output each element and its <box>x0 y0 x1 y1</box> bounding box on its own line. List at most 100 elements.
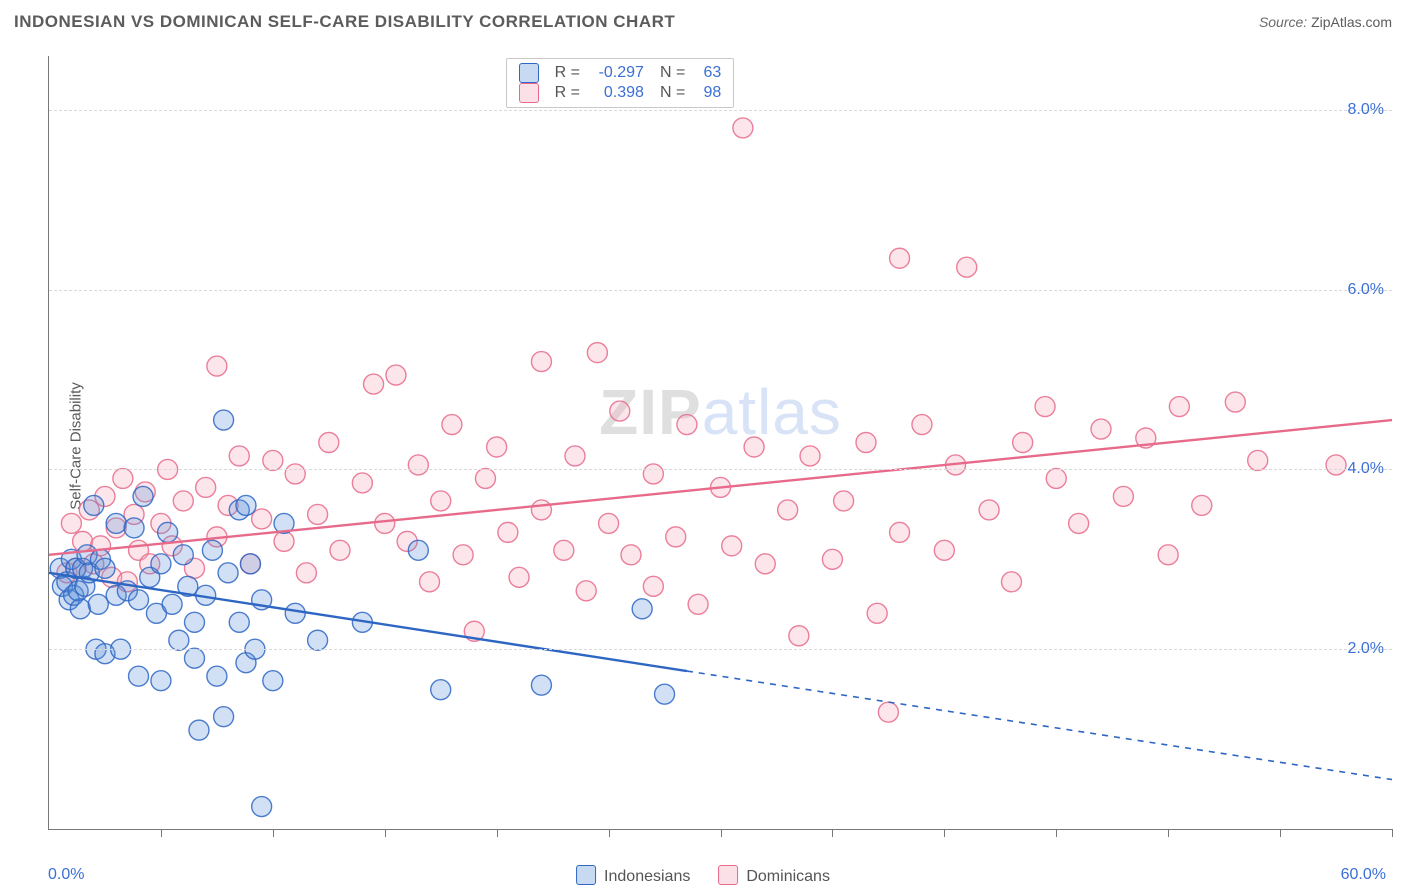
data-point-indonesians <box>655 684 675 704</box>
x-tick <box>1056 829 1057 837</box>
data-point-dominicans <box>867 603 887 623</box>
data-point-dominicans <box>475 468 495 488</box>
data-point-dominicans <box>364 374 384 394</box>
data-point-dominicans <box>1091 419 1111 439</box>
legend-r-value: -0.297 <box>588 64 644 82</box>
data-point-dominicans <box>498 522 518 542</box>
data-point-dominicans <box>431 491 451 511</box>
data-point-dominicans <box>252 509 272 529</box>
legend-n-value: 63 <box>693 64 721 82</box>
x-tick <box>1392 829 1393 837</box>
data-point-indonesians <box>184 648 204 668</box>
data-point-indonesians <box>70 599 90 619</box>
x-tick <box>497 829 498 837</box>
data-point-dominicans <box>1225 392 1245 412</box>
data-point-dominicans <box>1069 513 1089 533</box>
data-point-dominicans <box>800 446 820 466</box>
data-point-indonesians <box>285 603 305 623</box>
x-tick <box>609 829 610 837</box>
x-axis-min-label: 0.0% <box>48 866 84 884</box>
gridline-h <box>49 110 1392 111</box>
data-point-indonesians <box>173 545 193 565</box>
legend-r-label: R = <box>555 84 580 102</box>
data-point-indonesians <box>151 554 171 574</box>
data-point-indonesians <box>88 594 108 614</box>
data-point-dominicans <box>285 464 305 484</box>
legend-r-value: 0.398 <box>588 84 644 102</box>
data-point-dominicans <box>934 540 954 560</box>
data-point-dominicans <box>274 531 294 551</box>
legend-swatch <box>718 865 738 885</box>
x-axis-max-label: 60.0% <box>1341 866 1386 884</box>
data-point-dominicans <box>599 513 619 533</box>
series-legend-label: Indonesians <box>604 868 690 885</box>
data-point-dominicans <box>1013 433 1033 453</box>
data-point-dominicans <box>442 415 462 435</box>
legend-n-label: N = <box>660 64 685 82</box>
trendline-indonesians-extrapolated <box>687 671 1392 780</box>
data-point-dominicans <box>1158 545 1178 565</box>
data-point-indonesians <box>84 495 104 515</box>
data-point-indonesians <box>240 554 260 574</box>
data-point-dominicans <box>890 522 910 542</box>
data-point-dominicans <box>531 352 551 372</box>
data-point-dominicans <box>744 437 764 457</box>
series-legend-item-indonesians: Indonesians <box>576 865 690 886</box>
data-point-indonesians <box>158 522 178 542</box>
data-point-indonesians <box>124 518 144 538</box>
data-point-dominicans <box>229 446 249 466</box>
data-point-indonesians <box>129 666 149 686</box>
data-point-dominicans <box>722 536 742 556</box>
data-point-dominicans <box>643 464 663 484</box>
data-point-indonesians <box>229 612 249 632</box>
data-point-dominicans <box>263 450 283 470</box>
source-attribution: Source: ZipAtlas.com <box>1259 14 1392 30</box>
data-point-dominicans <box>621 545 641 565</box>
plot-svg <box>49 56 1392 829</box>
data-point-indonesians <box>184 612 204 632</box>
gridline-h <box>49 649 1392 650</box>
data-point-dominicans <box>1169 397 1189 417</box>
data-point-dominicans <box>296 563 316 583</box>
data-point-dominicans <box>330 540 350 560</box>
data-point-indonesians <box>106 513 126 533</box>
data-point-dominicans <box>957 257 977 277</box>
data-point-dominicans <box>587 343 607 363</box>
data-point-dominicans <box>61 513 81 533</box>
x-tick <box>1280 829 1281 837</box>
data-point-dominicans <box>688 594 708 614</box>
data-point-indonesians <box>95 558 115 578</box>
data-point-indonesians <box>632 599 652 619</box>
data-point-dominicans <box>755 554 775 574</box>
data-point-dominicans <box>610 401 630 421</box>
data-point-dominicans <box>789 626 809 646</box>
data-point-dominicans <box>554 540 574 560</box>
legend-n-label: N = <box>660 84 685 102</box>
data-point-dominicans <box>196 477 216 497</box>
data-point-indonesians <box>207 666 227 686</box>
correlation-legend: R = -0.297 N = 63R = 0.398 N = 98 <box>506 58 735 108</box>
data-point-indonesians <box>408 540 428 560</box>
source-label: Source: <box>1259 14 1307 30</box>
data-point-dominicans <box>1248 450 1268 470</box>
series-legend-item-dominicans: Dominicans <box>718 865 830 886</box>
data-point-indonesians <box>214 707 234 727</box>
data-point-dominicans <box>890 248 910 268</box>
data-point-indonesians <box>162 594 182 614</box>
data-point-dominicans <box>531 500 551 520</box>
data-point-dominicans <box>979 500 999 520</box>
data-point-dominicans <box>834 491 854 511</box>
data-point-dominicans <box>207 356 227 376</box>
data-point-dominicans <box>420 572 440 592</box>
data-point-dominicans <box>576 581 596 601</box>
series-legend-label: Dominicans <box>746 868 830 885</box>
x-tick <box>385 829 386 837</box>
legend-row-dominicans: R = 0.398 N = 98 <box>519 83 722 103</box>
y-tick-label: 2.0% <box>1348 640 1384 658</box>
source-name: ZipAtlas.com <box>1311 14 1392 30</box>
data-point-indonesians <box>252 797 272 817</box>
data-point-dominicans <box>1192 495 1212 515</box>
legend-n-value: 98 <box>693 84 721 102</box>
data-point-dominicans <box>733 118 753 138</box>
data-point-dominicans <box>677 415 697 435</box>
